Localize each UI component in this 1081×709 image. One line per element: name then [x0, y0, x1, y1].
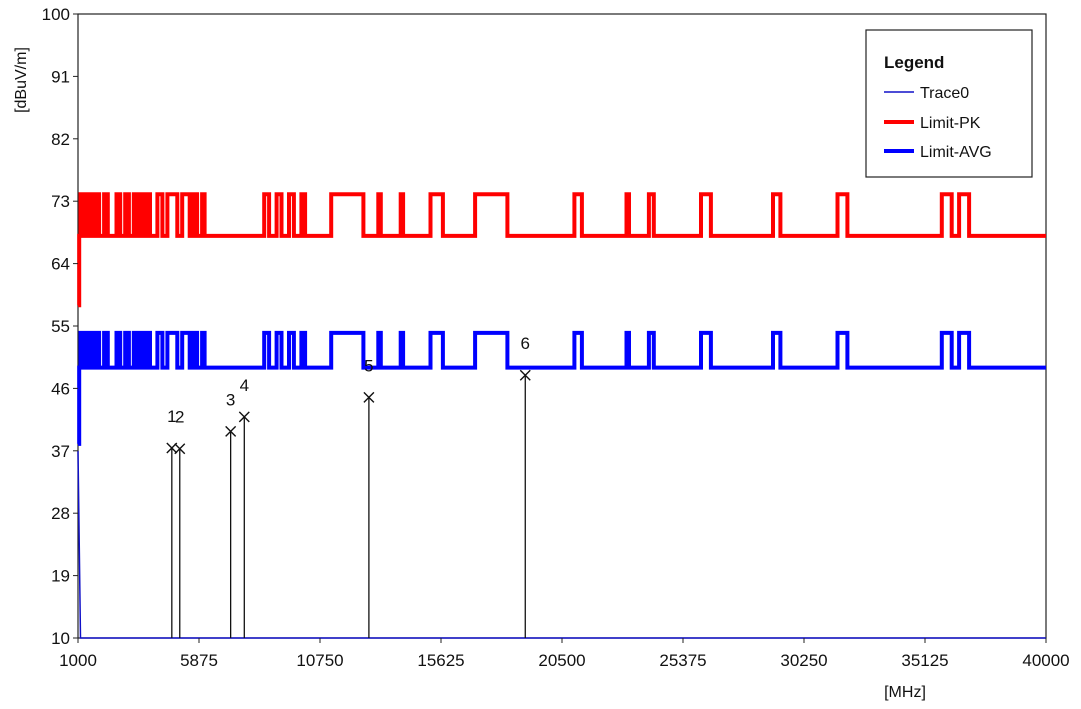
marker-cross — [238, 411, 250, 423]
marker-label: 2 — [175, 408, 184, 427]
marker-cross — [363, 391, 375, 403]
y-tick-label: 19 — [51, 567, 70, 586]
y-tick-label: 37 — [51, 442, 70, 461]
marker-cross — [225, 425, 237, 437]
x-tick-label: 25375 — [659, 651, 706, 670]
y-tick-label: 46 — [51, 379, 70, 398]
series-limit-pk — [77, 192, 1046, 308]
y-tick-label: 82 — [51, 130, 70, 149]
x-tick-label: 15625 — [417, 651, 464, 670]
series-limit-avg — [77, 330, 1046, 446]
y-tick-label: 55 — [51, 317, 70, 336]
legend-title: Legend — [884, 53, 944, 72]
marker-label: 6 — [521, 334, 530, 353]
x-tick-label: 10750 — [296, 651, 343, 670]
series-trace0 — [77, 450, 1046, 639]
y-tick-label: 64 — [51, 255, 70, 274]
legend: Legend Trace0 Limit-PK Limit-AVG — [865, 29, 1033, 178]
x-tick-label: 35125 — [901, 651, 948, 670]
marker-cross — [174, 443, 186, 455]
x-tick-label: 20500 — [538, 651, 585, 670]
tick-layer: 1000 5875 10750 15625 20500 25375 30250 35125 40… — [42, 5, 1070, 670]
marker-label: 4 — [240, 376, 249, 395]
y-tick-label: 28 — [51, 504, 70, 523]
y-tick-label: 100 — [42, 5, 70, 24]
x-tick-label: 5875 — [180, 651, 218, 670]
y-tick-label: 73 — [51, 192, 70, 211]
marker-label: 5 — [364, 356, 373, 375]
marker-label: 3 — [226, 390, 235, 409]
legend-label-trace0: Trace0 — [920, 85, 969, 102]
y-axis-label: [dBuV/m] — [13, 47, 30, 113]
x-tick-label: 40000 — [1022, 651, 1069, 670]
marker-label: 1 — [167, 407, 176, 426]
x-tick-label: 1000 — [59, 651, 97, 670]
x-tick-label: 30250 — [780, 651, 827, 670]
marker-cross — [519, 369, 531, 381]
y-tick-label: 91 — [51, 67, 70, 86]
x-axis-label: [MHz] — [884, 684, 926, 701]
series-layer — [77, 192, 1046, 639]
y-tick-label: 10 — [51, 629, 70, 648]
legend-label-limit-pk: Limit-PK — [920, 115, 981, 132]
legend-label-limit-avg: Limit-AVG — [920, 144, 992, 161]
